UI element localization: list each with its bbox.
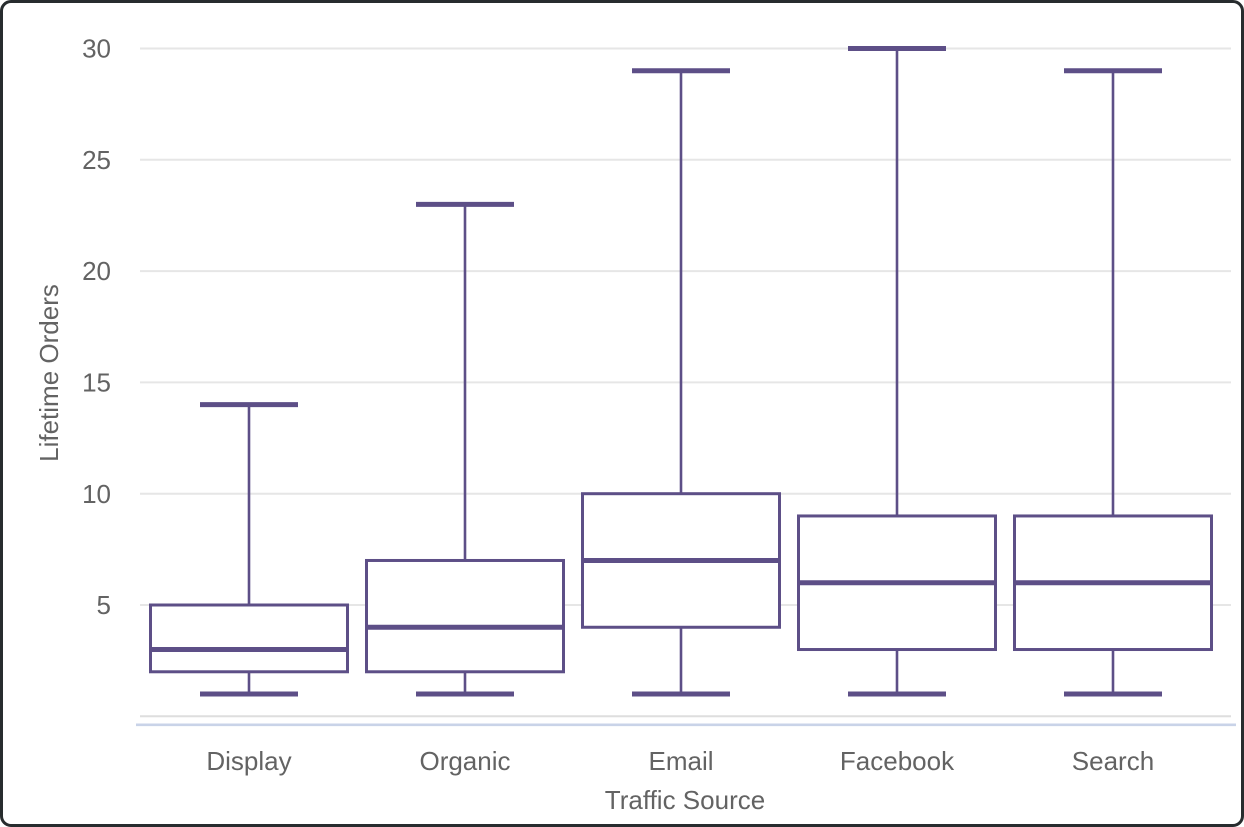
x-tick-label-email: Email xyxy=(648,746,713,776)
boxplot-marks-layer xyxy=(149,46,1213,697)
y-tick-label-15: 15 xyxy=(82,368,111,398)
x-tick-label-display: Display xyxy=(206,746,291,776)
boxplot-email[interactable] xyxy=(581,68,781,697)
y-tick-label-20: 20 xyxy=(82,256,111,286)
x-tick-label-search: Search xyxy=(1072,746,1154,776)
x-tick-label-facebook: Facebook xyxy=(840,746,955,776)
boxplot-display[interactable] xyxy=(149,402,349,697)
x-axis-title: Traffic Source xyxy=(605,785,765,815)
y-axis-title: Lifetime Orders xyxy=(34,284,64,462)
y-axis-tick-labels: 5 10 15 20 25 30 xyxy=(82,34,111,620)
gridlines-layer xyxy=(136,47,1236,727)
boxplot-organic[interactable] xyxy=(365,201,565,697)
boxplot-facebook[interactable] xyxy=(797,46,997,697)
y-tick-label-10: 10 xyxy=(82,479,111,509)
boxplot-chart: 5 10 15 20 25 30 Display Organic Email Facebook S… xyxy=(34,34,1236,815)
y-tick-label-30: 30 xyxy=(82,34,111,64)
iqr-box xyxy=(149,603,349,674)
x-axis-tick-labels: Display Organic Email Facebook Search xyxy=(206,746,1154,776)
y-tick-label-25: 25 xyxy=(82,145,111,175)
x-tick-label-organic: Organic xyxy=(419,746,510,776)
iqr-box xyxy=(365,558,565,674)
y-tick-label-5: 5 xyxy=(97,590,111,620)
boxplot-search[interactable] xyxy=(1013,68,1213,697)
